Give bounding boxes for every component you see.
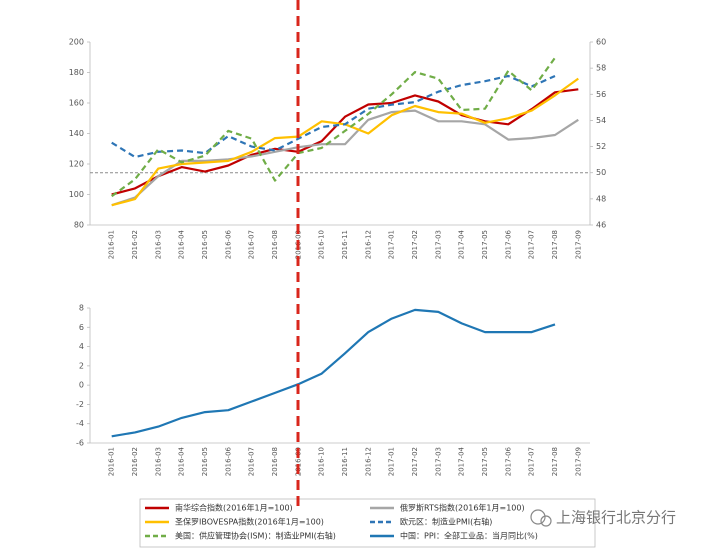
x-tick-label: 2016-03 [154,447,162,476]
legend-label: 南华综合指数(2016年1月=100) [175,503,293,513]
y-tick-label: 200 [69,38,84,47]
x-tick-label: 2016-07 [248,230,256,259]
y-tick-label: 80 [74,221,84,230]
x-tick-label: 2017-01 [388,447,396,476]
x-tick-label: 2016-06 [224,229,232,259]
x-tick-label: 2017-04 [458,446,466,476]
y-tick-label: 4 [79,342,84,351]
y-tick-label: 2 [79,361,84,370]
y2-tick-label: 50 [596,168,606,177]
y2-tick-label: 58 [596,64,606,73]
x-tick-label: 2016-02 [131,447,139,476]
watermark: 上海银行北京分行 [556,509,676,527]
x-tick-label: 2016-12 [364,230,372,259]
x-tick-label: 2016-12 [364,447,372,476]
y-tick-label: 120 [69,160,84,169]
y2-tick-label: 52 [596,142,606,151]
y2-tick-label: 54 [596,116,606,125]
x-tick-label: 2017-06 [504,229,512,259]
legend-label: 中国：PPI：全部工业品：当月同比(%) [400,531,538,541]
x-tick-label: 2017-01 [388,230,396,259]
x-tick-label: 2016-01 [108,230,116,259]
y2-tick-label: 56 [596,90,606,99]
x-tick-label: 2016-10 [318,230,326,259]
y-tick-label: -4 [76,419,84,428]
y-tick-label: 6 [79,323,84,332]
x-tick-label: 2017-05 [481,230,489,259]
x-tick-label: 2017-03 [434,447,442,476]
x-tick-label: 2017-02 [411,230,419,259]
x-tick-label: 2017-03 [434,230,442,259]
y-tick-label: -2 [76,400,84,409]
x-tick-label: 2017-08 [551,230,559,259]
series-line [111,74,556,159]
y-tick-label: -6 [76,439,84,448]
y-tick-label: 100 [69,190,84,199]
y-tick-label: 180 [69,68,84,77]
x-tick-label: 2016-11 [341,230,349,259]
x-tick-label: 2016-09 [294,447,302,476]
watermark-icon [530,509,552,527]
series-line [111,308,556,438]
x-tick-label: 2017-09 [574,230,582,259]
x-tick-label: 2017-07 [528,230,536,259]
legend-label: 美国：供应管理协会(ISM)：制造业PMI(右轴) [175,531,336,541]
legend-label: 欧元区：制造业PMI(右轴) [400,517,492,527]
x-tick-label: 2016-05 [201,230,209,259]
x-tick-label: 2016-08 [271,230,279,259]
x-tick-label: 2017-07 [528,447,536,476]
x-tick-label: 2016-08 [271,447,279,476]
x-tick-label: 2016-06 [224,446,232,476]
y2-tick-label: 46 [596,221,606,230]
x-tick-label: 2016-05 [201,447,209,476]
y-tick-label: 8 [79,304,84,313]
x-tick-label: 2017-04 [458,229,466,259]
x-tick-label: 2017-02 [411,447,419,476]
x-tick-label: 2017-05 [481,447,489,476]
y-tick-label: 140 [69,129,84,138]
x-tick-label: 2016-10 [318,447,326,476]
legend-label: 圣保罗IBOVESPA指数(2016年1月=100) [175,517,324,527]
x-tick-label: 2017-09 [574,447,582,476]
x-tick-label: 2016-03 [154,230,162,259]
series-line [111,88,579,196]
x-tick-label: 2016-04 [178,446,186,476]
y2-tick-label: 48 [596,194,606,203]
x-tick-label: 2016-01 [108,447,116,476]
y-tick-label: 160 [69,99,84,108]
x-tick-label: 2016-07 [248,447,256,476]
legend-box [139,498,596,548]
x-tick-label: 2017-08 [551,447,559,476]
legend-label: 俄罗斯RTS指数(2016年1月=100) [400,503,525,513]
x-tick-label: 2016-11 [341,447,349,476]
y-tick-label: 0 [79,381,84,390]
y2-tick-label: 60 [596,38,606,47]
x-tick-label: 2017-06 [504,446,512,476]
x-tick-label: 2016-02 [131,230,139,259]
x-tick-label: 2016-04 [178,229,186,259]
